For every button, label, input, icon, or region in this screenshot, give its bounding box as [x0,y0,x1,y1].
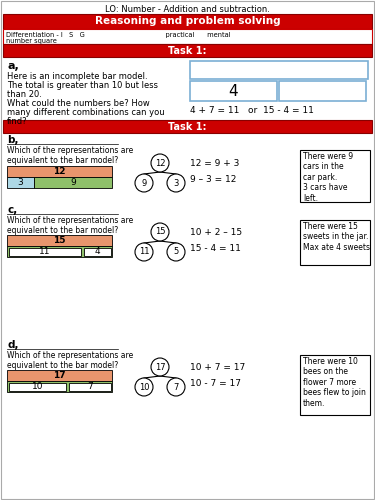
Text: 10 + 7 = 17: 10 + 7 = 17 [190,363,245,372]
Text: 4 + 7 = 11   or  15 - 4 = 11: 4 + 7 = 11 or 15 - 4 = 11 [190,106,314,115]
Text: b,: b, [7,135,18,145]
Bar [7,370,112,381]
Text: 10: 10 [32,382,43,391]
Circle shape [167,243,185,261]
Text: 11: 11 [39,247,51,256]
Bar [7,177,34,188]
Circle shape [135,174,153,192]
Text: 12 = 9 + 3: 12 = 9 + 3 [190,159,239,168]
Text: Reasoning and problem solving: Reasoning and problem solving [94,16,280,26]
Bar [190,61,368,79]
Text: 12: 12 [155,158,165,168]
Text: The total is greater than 10 but less: The total is greater than 10 but less [7,81,158,90]
Text: 7: 7 [87,382,93,391]
Text: 17: 17 [53,371,66,380]
Circle shape [167,174,185,192]
Text: 9: 9 [70,178,76,187]
Text: many different combinations can you: many different combinations can you [7,108,165,117]
Text: 9 – 3 = 12: 9 – 3 = 12 [190,175,236,184]
Bar [300,150,370,202]
Text: 4: 4 [228,84,238,98]
Text: There were 15
sweets in the jar.
Max ate 4 sweets: There were 15 sweets in the jar. Max ate… [303,222,370,252]
Text: Differentiation - I   S   G                                      practical      : Differentiation - I S G practical [6,32,231,38]
Bar [279,81,366,101]
Text: 10 - 7 = 17: 10 - 7 = 17 [190,379,241,388]
Circle shape [151,223,169,241]
Text: 7: 7 [173,382,178,392]
Circle shape [135,243,153,261]
Text: 3: 3 [18,178,24,187]
Bar [7,246,112,257]
Text: than 20.: than 20. [7,90,42,99]
Text: Which of the representations are
equivalent to the bar model?: Which of the representations are equival… [7,216,133,236]
Text: 17: 17 [154,362,165,372]
Bar [300,355,370,415]
Bar [3,120,372,133]
Text: 3: 3 [173,178,178,188]
Circle shape [135,378,153,396]
Text: Task 1:: Task 1: [168,46,207,56]
Circle shape [167,378,185,396]
Text: There were 10
bees on the
flower 7 more
bees flew to join
them.: There were 10 bees on the flower 7 more … [303,357,366,408]
Text: 15 - 4 = 11: 15 - 4 = 11 [190,244,241,253]
Text: 10 + 2 – 15: 10 + 2 – 15 [190,228,242,237]
Text: LO: Number - Addition and subtraction.: LO: Number - Addition and subtraction. [105,5,270,14]
Circle shape [151,154,169,172]
Text: 15: 15 [155,228,165,236]
Bar [84,248,111,256]
Text: a,: a, [7,61,19,71]
Bar [69,382,111,390]
Bar [300,220,370,265]
Circle shape [151,358,169,376]
Bar [34,177,112,188]
Text: 11: 11 [139,248,149,256]
Text: 15: 15 [53,236,66,245]
Text: Here is an incomplete bar model.: Here is an incomplete bar model. [7,72,148,81]
Text: Task 1:: Task 1: [168,122,207,132]
Text: 5: 5 [173,248,178,256]
Bar [7,166,112,177]
Text: Which of the representations are
equivalent to the bar model?: Which of the representations are equival… [7,146,133,166]
Text: 4: 4 [94,247,100,256]
Bar [3,44,372,57]
Bar [9,248,81,256]
Text: There were 9
cars in the
car park.
3 cars have
left.: There were 9 cars in the car park. 3 car… [303,152,353,202]
Bar [3,29,372,44]
Bar [9,382,66,390]
Text: 10: 10 [139,382,149,392]
Bar [7,381,112,392]
Text: number square: number square [6,38,57,44]
Text: 9: 9 [141,178,147,188]
Text: d,: d, [7,340,18,350]
Text: 12: 12 [53,167,66,176]
Bar [3,14,372,29]
Text: c,: c, [7,205,17,215]
Text: What could the numbers be? How: What could the numbers be? How [7,99,150,108]
Text: find?: find? [7,117,28,126]
Bar [7,235,112,246]
Bar [190,81,277,101]
Text: Which of the representations are
equivalent to the bar model?: Which of the representations are equival… [7,351,133,370]
